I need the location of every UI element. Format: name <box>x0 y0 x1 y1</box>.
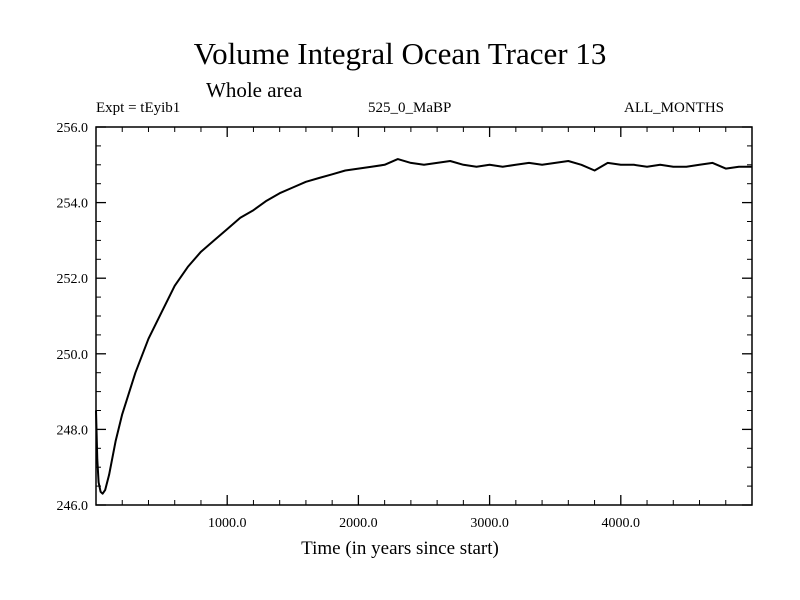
y-tick-label: 250.0 <box>57 348 89 363</box>
series-line <box>95 158 752 495</box>
experiment-label: Expt = tEyib1 <box>96 100 181 116</box>
x-tick-label: 3000.0 <box>470 516 509 531</box>
series-layer <box>95 158 752 495</box>
y-tick-label: 256.0 <box>57 121 89 136</box>
y-tick-label: 248.0 <box>57 423 89 438</box>
x-tick-label: 4000.0 <box>602 516 641 531</box>
chart-title: Volume Integral Ocean Tracer 13 <box>193 36 607 71</box>
chart-subtitle: Whole area <box>206 78 303 102</box>
x-axis-label: Time (in years since start) <box>301 538 499 559</box>
y-tick-label: 246.0 <box>57 499 89 514</box>
axis-ticks <box>96 126 752 506</box>
months-label: ALL_MONTHS <box>624 100 724 116</box>
x-tick-label: 2000.0 <box>339 516 378 531</box>
period-label: 525_0_MaBP <box>368 100 452 116</box>
x-tick-label: 1000.0 <box>208 516 247 531</box>
tick-labels: 1000.0 2000.0 3000.0 4000.0 246.0 248.0 250.0 2… <box>57 121 641 531</box>
plot-frame <box>95 126 753 506</box>
y-tick-label: 252.0 <box>57 272 89 287</box>
y-tick-label: 254.0 <box>57 197 89 212</box>
